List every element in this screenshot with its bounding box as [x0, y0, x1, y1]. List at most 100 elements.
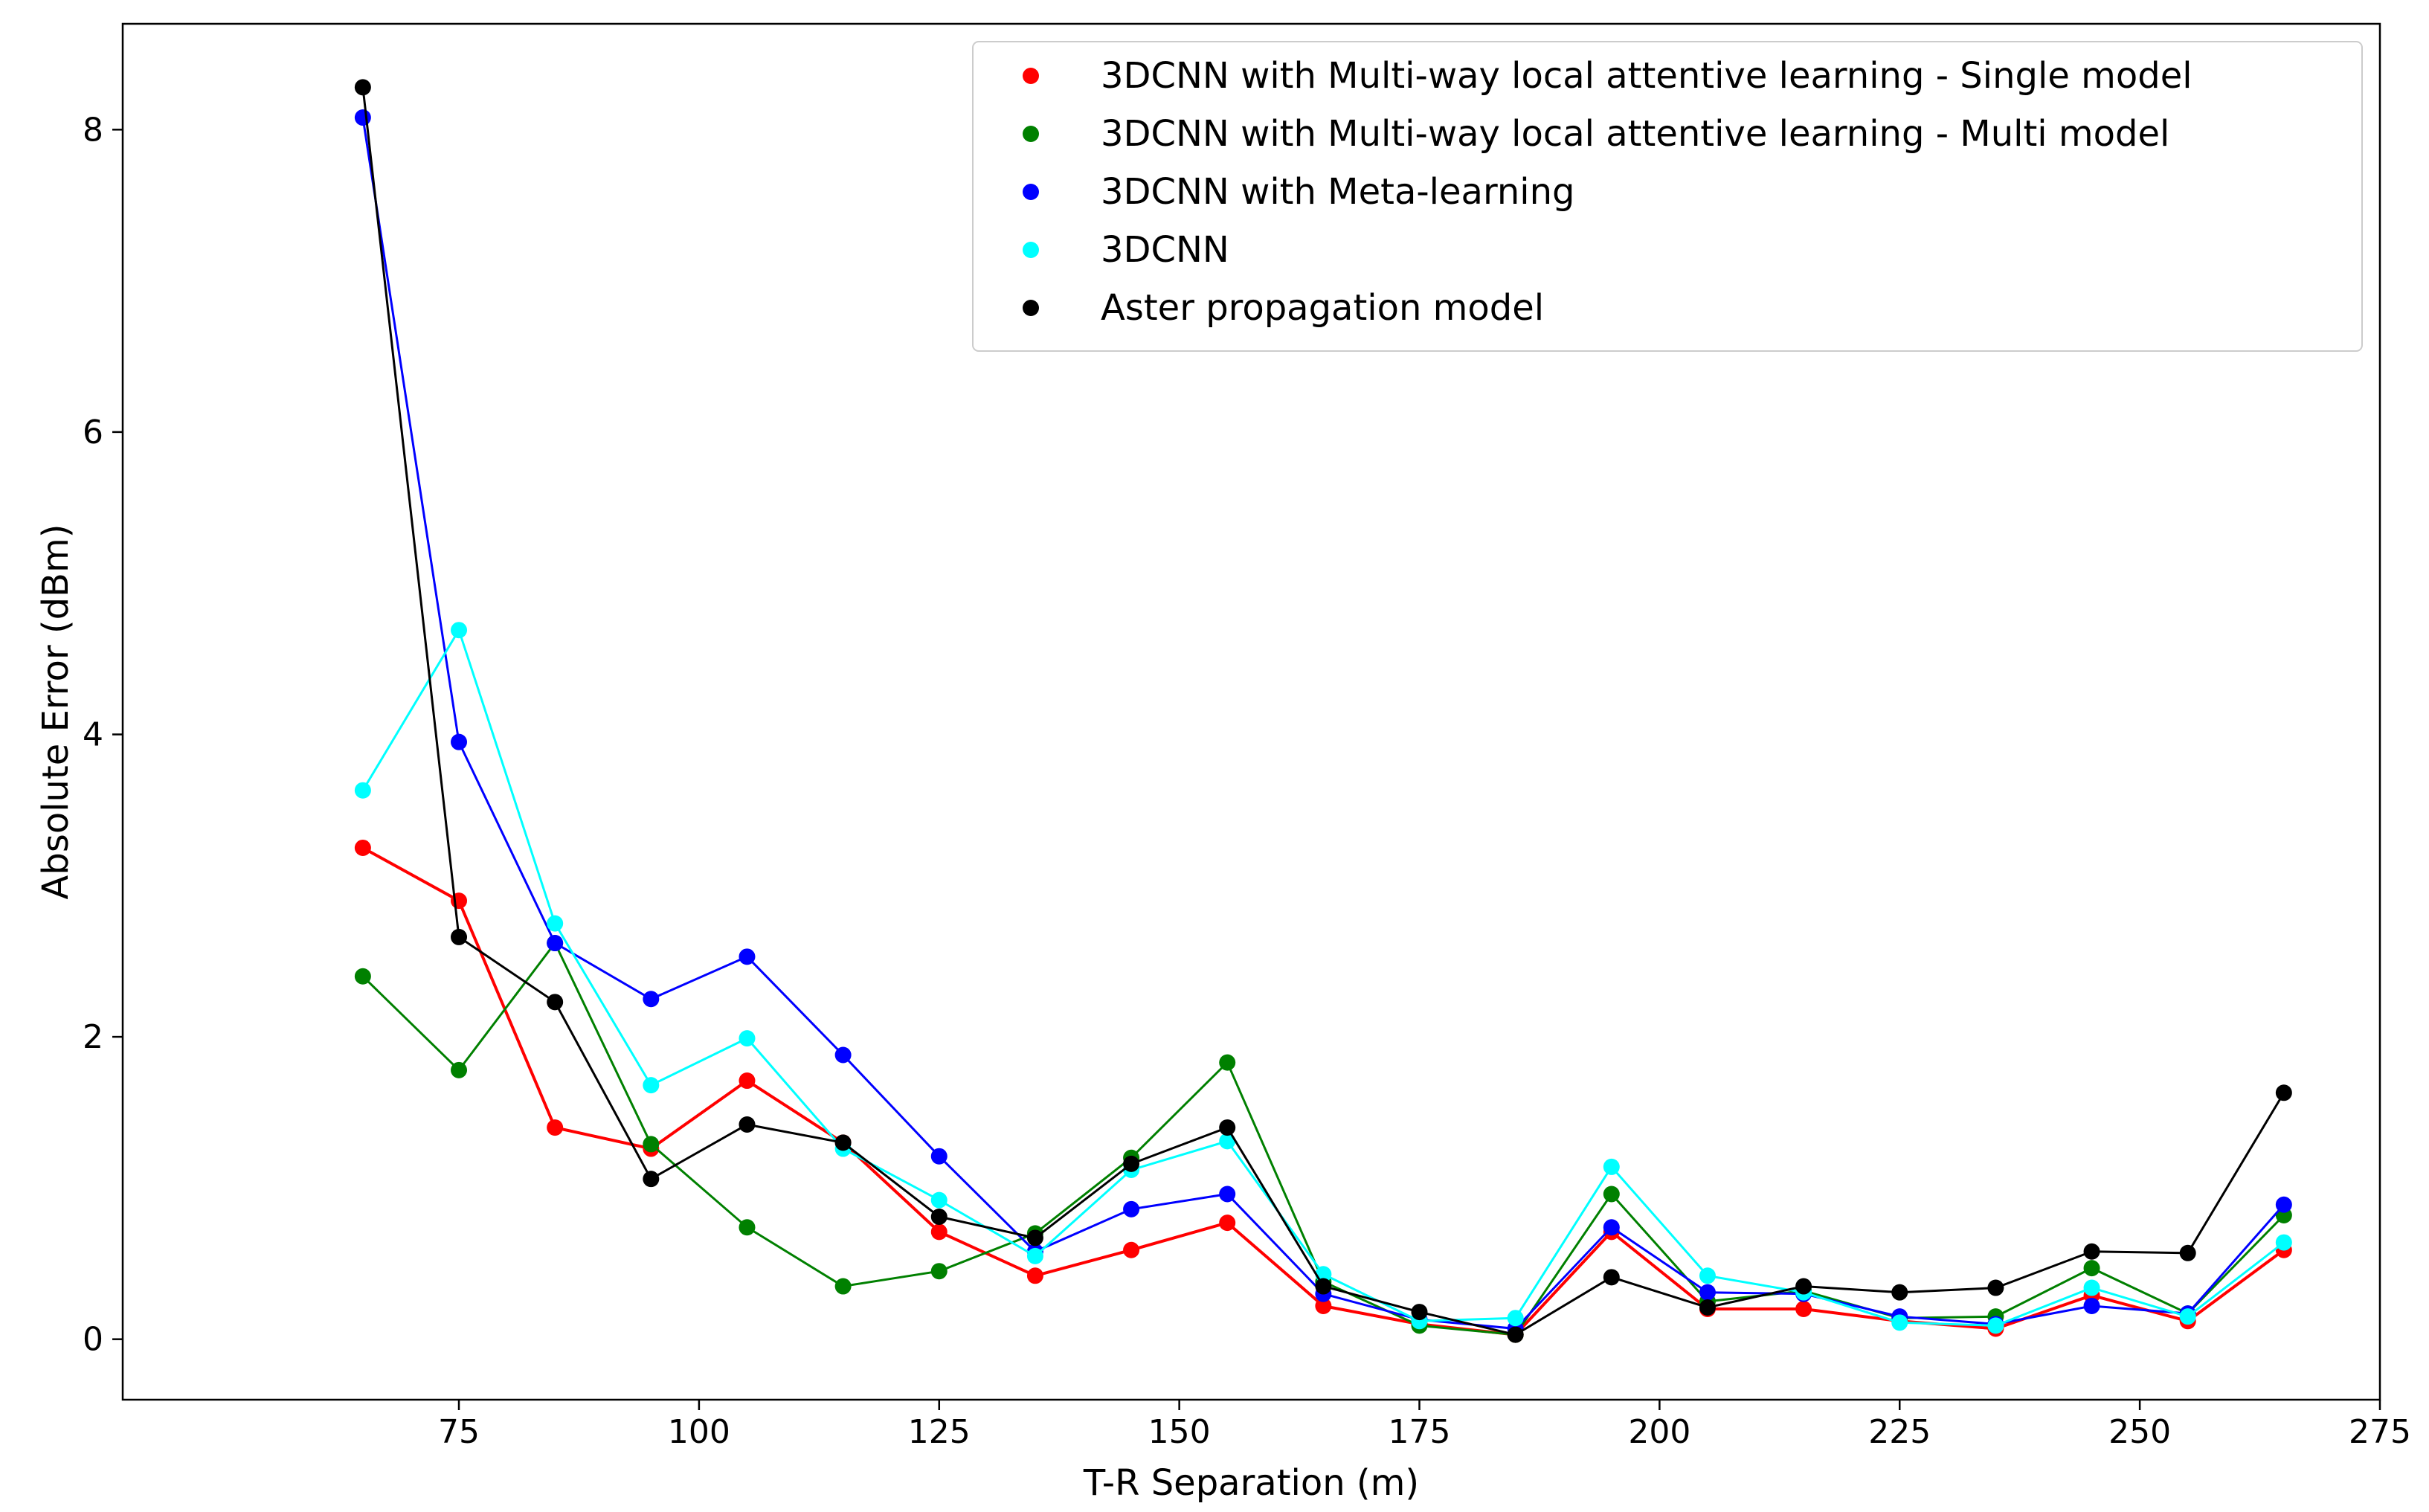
- x-tick-label: 125: [908, 1413, 971, 1451]
- data-point: [643, 1136, 660, 1153]
- data-point: [547, 994, 564, 1011]
- data-point: [1219, 1186, 1236, 1203]
- data-point: [1507, 1310, 1524, 1327]
- x-tick-label: 200: [1628, 1413, 1690, 1451]
- series-5: [354, 79, 2292, 1343]
- data-point: [354, 109, 371, 126]
- data-point: [1795, 1301, 1812, 1318]
- legend-marker: [1023, 184, 1039, 200]
- data-point: [739, 1072, 756, 1090]
- data-point: [834, 1134, 852, 1151]
- x-axis: 75 100 125 150 175 200 225 250 275: [438, 1400, 2411, 1451]
- data-point: [1315, 1297, 1332, 1314]
- y-axis-title: Absolute Error (dBm): [35, 524, 77, 900]
- data-point: [354, 839, 371, 856]
- data-point: [2083, 1297, 2100, 1314]
- data-point: [930, 1223, 948, 1241]
- data-point: [1315, 1278, 1332, 1295]
- legend-label: Aster propagation model: [1101, 287, 1544, 329]
- y-tick-label: 0: [83, 1321, 103, 1359]
- data-point: [354, 782, 371, 799]
- legend-marker: [1023, 300, 1039, 316]
- data-point: [739, 1030, 756, 1047]
- data-point: [834, 1278, 852, 1295]
- data-point: [1219, 1215, 1236, 1232]
- data-point: [1123, 1155, 1140, 1172]
- data-point: [547, 915, 564, 932]
- data-point: [451, 733, 468, 750]
- data-point: [1123, 1241, 1140, 1258]
- data-point: [1891, 1284, 1908, 1301]
- legend: 3DCNN with Multi-way local attentive lea…: [972, 41, 2363, 352]
- data-point: [451, 1061, 468, 1078]
- data-point: [1891, 1314, 1908, 1331]
- data-point: [547, 935, 564, 952]
- legend-label: 3DCNN with Multi-way local attentive lea…: [1101, 55, 2192, 97]
- data-point: [930, 1209, 948, 1226]
- data-point: [643, 991, 660, 1008]
- data-point: [1411, 1304, 1428, 1321]
- data-point: [1699, 1299, 1716, 1316]
- legend-label: 3DCNN: [1101, 229, 1229, 271]
- data-point: [2179, 1244, 2196, 1261]
- x-axis-title: T-R Separation (m): [1083, 1462, 1419, 1504]
- y-tick-label: 4: [83, 715, 103, 753]
- data-point: [2275, 1084, 2292, 1101]
- data-point: [1699, 1267, 1716, 1284]
- data-point: [834, 1046, 852, 1064]
- x-tick-label: 250: [2108, 1413, 2171, 1451]
- data-point: [2275, 1234, 2292, 1251]
- data-point: [1219, 1133, 1236, 1150]
- data-point: [1026, 1267, 1043, 1284]
- y-axis: 0 2 4 6 8: [83, 111, 123, 1359]
- data-point: [1603, 1219, 1620, 1236]
- data-point: [1603, 1269, 1620, 1286]
- data-point: [930, 1148, 948, 1165]
- x-tick-label: 75: [438, 1413, 480, 1451]
- data-point: [1603, 1186, 1620, 1203]
- data-point: [2275, 1196, 2292, 1213]
- x-tick-label: 225: [1868, 1413, 1931, 1451]
- legend-marker: [1023, 68, 1039, 84]
- data-point: [1987, 1317, 2004, 1334]
- series-layer: [354, 79, 2292, 1343]
- data-point: [2083, 1260, 2100, 1277]
- data-point: [354, 968, 371, 985]
- data-point: [1219, 1119, 1236, 1136]
- data-point: [1699, 1284, 1716, 1301]
- data-point: [2179, 1308, 2196, 1325]
- data-point: [643, 1171, 660, 1188]
- legend-box: [972, 41, 2363, 352]
- data-point: [547, 1119, 564, 1136]
- data-point: [451, 928, 468, 945]
- data-point: [643, 1077, 660, 1094]
- data-point: [1507, 1326, 1524, 1343]
- data-point: [1123, 1200, 1140, 1217]
- x-tick-label: 100: [668, 1413, 730, 1451]
- y-tick-label: 8: [83, 111, 103, 149]
- data-point: [739, 948, 756, 965]
- legend-label: 3DCNN with Meta-learning: [1101, 171, 1575, 213]
- legend-label: 3DCNN with Multi-way local attentive lea…: [1101, 113, 2169, 155]
- data-point: [1026, 1247, 1043, 1264]
- x-tick-label: 175: [1389, 1413, 1451, 1451]
- data-point: [2083, 1243, 2100, 1260]
- data-point: [354, 79, 371, 96]
- data-point: [930, 1263, 948, 1280]
- y-tick-label: 6: [83, 414, 103, 451]
- data-point: [739, 1116, 756, 1133]
- plot-frame: [121, 22, 2381, 1401]
- data-point: [930, 1191, 948, 1209]
- data-point: [1987, 1279, 2004, 1296]
- data-point: [739, 1219, 756, 1236]
- data-point: [1603, 1158, 1620, 1175]
- data-point: [1219, 1054, 1236, 1071]
- legend-marker: [1023, 242, 1039, 258]
- data-point: [1795, 1278, 1812, 1295]
- legend-marker: [1023, 126, 1039, 142]
- data-point: [451, 622, 468, 639]
- data-point: [1026, 1229, 1043, 1246]
- x-tick-label: 275: [2349, 1413, 2411, 1451]
- y-tick-label: 2: [83, 1018, 103, 1056]
